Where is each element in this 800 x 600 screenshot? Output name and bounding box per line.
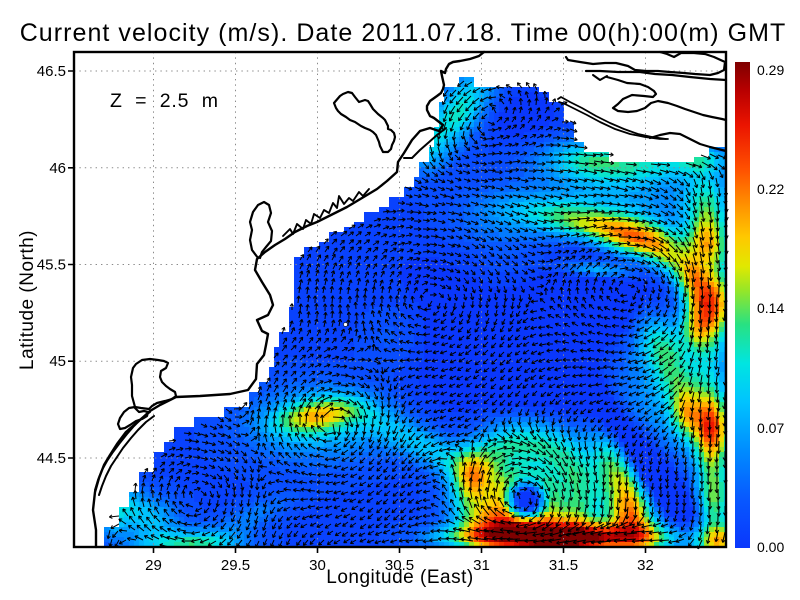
svg-text:31: 31	[473, 557, 490, 574]
svg-text:29: 29	[145, 557, 162, 574]
svg-text:45: 45	[49, 353, 66, 370]
svg-text:0.00: 0.00	[757, 539, 784, 555]
svg-text:29.5: 29.5	[221, 557, 250, 574]
svg-text:32: 32	[637, 557, 654, 574]
svg-text:45.5: 45.5	[37, 257, 66, 274]
svg-text:46.5: 46.5	[37, 63, 66, 80]
svg-text:Current velocity (m/s). Date 2: Current velocity (m/s). Date 2011.07.18.…	[20, 19, 787, 47]
svg-text:Z = 2.5 m: Z = 2.5 m	[110, 90, 219, 112]
svg-text:Longitude (East): Longitude (East)	[326, 567, 473, 588]
svg-text:0.07: 0.07	[757, 420, 784, 436]
svg-text:30: 30	[309, 557, 326, 574]
svg-text:30.5: 30.5	[385, 557, 414, 574]
svg-text:46: 46	[49, 160, 66, 177]
svg-text:0.14: 0.14	[757, 300, 784, 316]
svg-text:0.22: 0.22	[757, 181, 784, 197]
svg-text:Latitude (North): Latitude (North)	[17, 230, 38, 370]
svg-text:0.29: 0.29	[757, 62, 784, 78]
svg-text:44.5: 44.5	[37, 450, 66, 467]
svg-text:31.5: 31.5	[549, 557, 578, 574]
